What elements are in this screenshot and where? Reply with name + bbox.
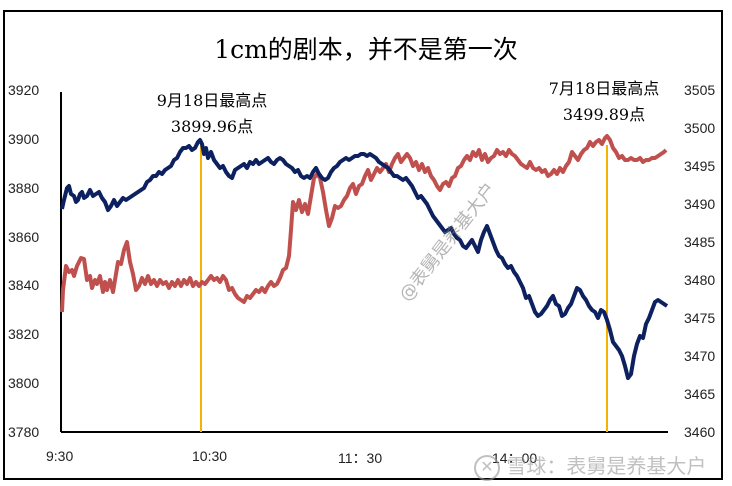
sep18-peak-value: 3899.96点 — [170, 117, 254, 136]
left-tick: 3780 — [8, 424, 40, 440]
right-tick: 3495 — [684, 158, 716, 174]
right-tick: 3460 — [684, 424, 716, 440]
chart-frame — [3, 10, 723, 480]
navy-series-line — [60, 138, 669, 380]
right-tick: 3485 — [684, 234, 716, 250]
xueqiu-logo-icon: ✕ — [474, 454, 500, 481]
left-tick: 3880 — [8, 180, 40, 196]
left-tick: 3820 — [8, 326, 40, 342]
right-tick: 3500 — [684, 120, 716, 136]
right-tick: 3475 — [684, 310, 716, 326]
x-tick: 14：00 — [492, 450, 538, 466]
red-series-line — [60, 134, 668, 313]
sep18-peak-label: 9月18日最高点 — [156, 91, 268, 110]
jul18-peak-label: 7月18日最高点 — [548, 79, 660, 98]
left-tick: 3840 — [8, 277, 40, 293]
left-tick: 3900 — [8, 131, 40, 147]
x-tick: 10:30 — [192, 448, 228, 464]
right-tick: 3505 — [684, 82, 716, 98]
right-tick: 3470 — [684, 348, 716, 364]
x-tick: 11：30 — [338, 450, 383, 466]
right-tick: 3465 — [684, 386, 716, 402]
footer-watermark: ✕ 雪球：表舅是养基大户 — [474, 450, 706, 481]
left-tick: 3800 — [8, 375, 40, 391]
x-tick: 9:30 — [46, 448, 74, 464]
right-tick: 3480 — [684, 272, 716, 288]
footer-watermark-text: 雪球：表舅是养基大户 — [506, 454, 707, 478]
left-tick: 3920 — [8, 82, 40, 98]
jul18-peak-value: 3499.89点 — [562, 105, 646, 124]
right-tick: 3490 — [684, 196, 716, 212]
left-tick: 3860 — [8, 229, 40, 245]
chart-title: 1cm的剧本，并不是第一次 — [214, 35, 518, 64]
